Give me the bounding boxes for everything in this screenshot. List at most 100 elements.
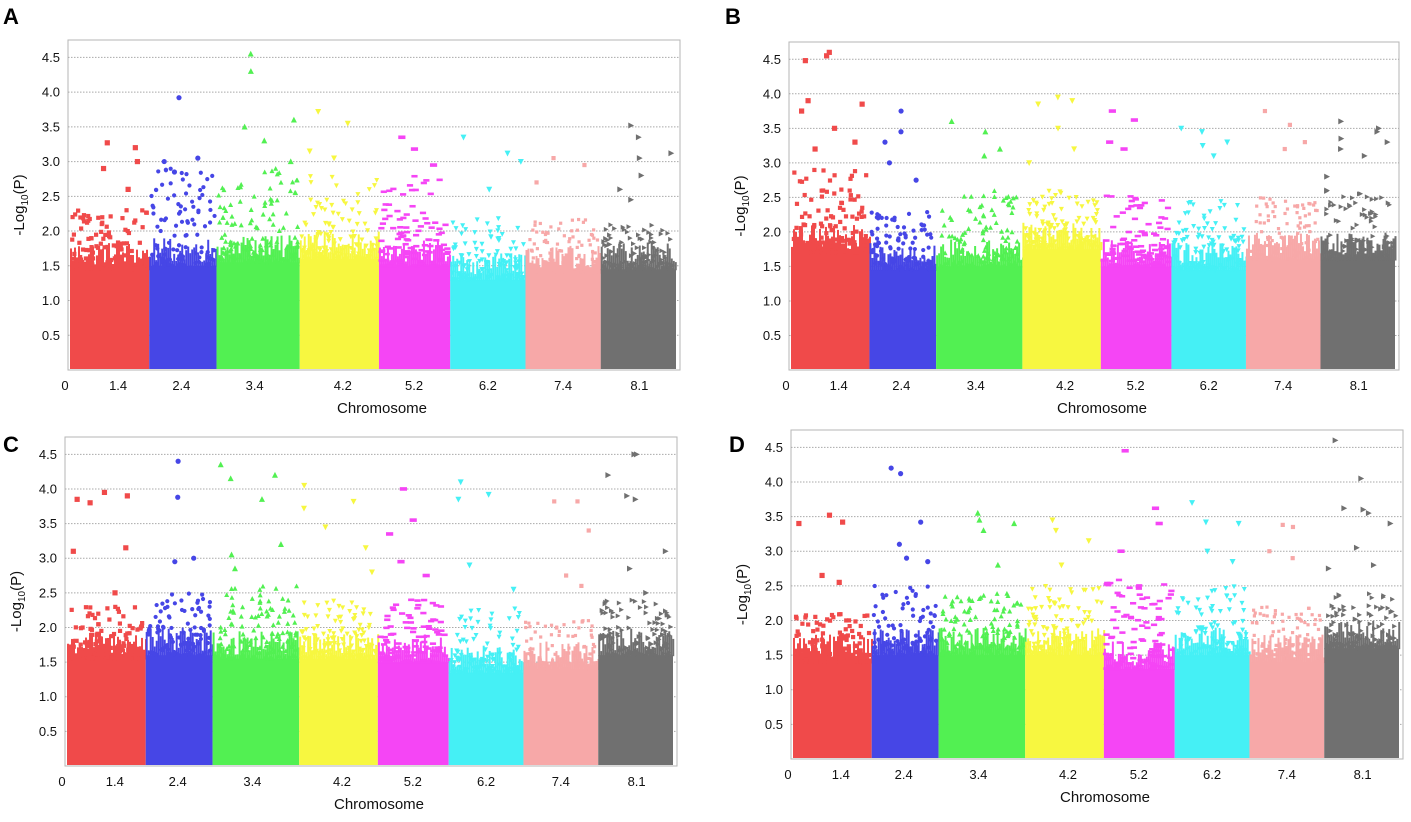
snp-peak: [1199, 142, 1206, 149]
snp-point: [200, 592, 205, 597]
snp-point: [238, 613, 244, 619]
snp-point: [437, 605, 445, 608]
snp-point: [98, 241, 103, 246]
snp-point: [187, 651, 192, 656]
snp-edge: [825, 644, 827, 664]
snp-point: [331, 598, 337, 604]
snp-edge: [343, 245, 346, 260]
snp-point: [1198, 267, 1204, 273]
snp-point: [156, 254, 161, 259]
snp-edge: [89, 632, 91, 660]
snp-point: [1259, 244, 1263, 249]
snp-point: [486, 253, 492, 259]
snp-point: [1023, 226, 1029, 231]
snp-band: [869, 269, 937, 369]
panel-b: B 0.5 1.0 1.5 2.0 2.5 3.0 3.5 4.0 4.5 0 1.4 2.4 3.4 4.…: [705, 0, 1410, 417]
snp-point: [1165, 596, 1172, 600]
snp-point: [248, 243, 254, 249]
snp-point: [648, 235, 654, 241]
snp-edge: [795, 232, 797, 254]
snp-point: [552, 666, 556, 670]
snp-edge: [541, 660, 544, 671]
snp-edge: [193, 247, 196, 267]
snp-peak: [802, 58, 808, 64]
snp-point: [231, 254, 237, 259]
snp-point: [198, 636, 204, 642]
y-axis-title-sub: 10: [741, 195, 752, 207]
snp-point: [1085, 241, 1091, 246]
snp-edge: [207, 650, 210, 657]
snp-edge: [531, 650, 534, 671]
snp-point: [1361, 252, 1367, 258]
snp-point: [1193, 246, 1199, 252]
snp-point: [1184, 262, 1190, 268]
snp-point: [1009, 651, 1015, 657]
snp-point: [135, 627, 140, 632]
snp-point: [138, 626, 143, 631]
snp-edge: [286, 244, 289, 264]
snp-edge: [110, 257, 112, 271]
snp-point: [271, 649, 277, 654]
snp-point: [327, 629, 333, 634]
snp-point: [139, 260, 144, 265]
snp-point: [387, 625, 394, 628]
snp-point: [400, 660, 407, 664]
snp-edge: [1283, 235, 1286, 261]
snp-point: [1071, 641, 1077, 646]
snp-point: [264, 608, 270, 614]
snp-point: [1216, 235, 1222, 241]
snp-point: [510, 240, 516, 246]
snp-point: [877, 261, 883, 266]
snp-edge: [670, 635, 673, 657]
snp-point: [346, 645, 352, 651]
snp-point: [1143, 596, 1151, 599]
snp-point: [655, 615, 660, 621]
snp-point: [577, 240, 581, 244]
snp-point: [504, 664, 510, 670]
snp-point: [493, 252, 499, 258]
snp-point: [1234, 261, 1240, 267]
chromosome-3-points: [216, 50, 301, 369]
snp-point: [1365, 253, 1371, 259]
snp-point: [1026, 208, 1032, 213]
snp-edge: [84, 261, 86, 271]
y-tick-label: 0.5: [765, 717, 783, 732]
snp-point: [292, 253, 298, 259]
snp-edge: [508, 651, 511, 674]
snp-point: [588, 243, 592, 247]
snp-point: [1029, 606, 1035, 612]
snp-edge: [262, 649, 265, 660]
snp-point: [852, 197, 857, 202]
snp-point: [109, 257, 114, 263]
snp-point: [1103, 667, 1110, 670]
snp-point: [299, 629, 305, 635]
snp-point: [1235, 238, 1241, 243]
snp-band: [1174, 655, 1250, 758]
snp-peak: [258, 496, 265, 502]
snp-point: [955, 236, 961, 242]
snp-point: [356, 627, 362, 633]
snp-point: [833, 224, 838, 229]
snp-point: [177, 635, 182, 640]
snp-point: [190, 641, 196, 646]
snp-point: [575, 256, 579, 261]
snp-point: [83, 256, 88, 261]
snp-point: [794, 201, 800, 206]
snp-edge: [1063, 629, 1066, 657]
snp-peak: [831, 125, 838, 131]
snp-point: [850, 214, 855, 219]
snp-point: [450, 664, 456, 670]
snp-peak: [124, 493, 130, 499]
snp-point: [618, 262, 624, 268]
snp-point: [639, 236, 645, 242]
snp-point: [273, 585, 279, 591]
snp-point: [249, 235, 255, 241]
snp-point: [513, 669, 519, 675]
snp-point: [290, 179, 296, 185]
snp-point: [356, 211, 362, 216]
y-axis-title-pre: -Log: [8, 602, 25, 632]
snp-point: [919, 227, 924, 233]
snp-point: [541, 662, 545, 666]
snp-point: [176, 256, 181, 262]
snp-point: [260, 235, 266, 241]
